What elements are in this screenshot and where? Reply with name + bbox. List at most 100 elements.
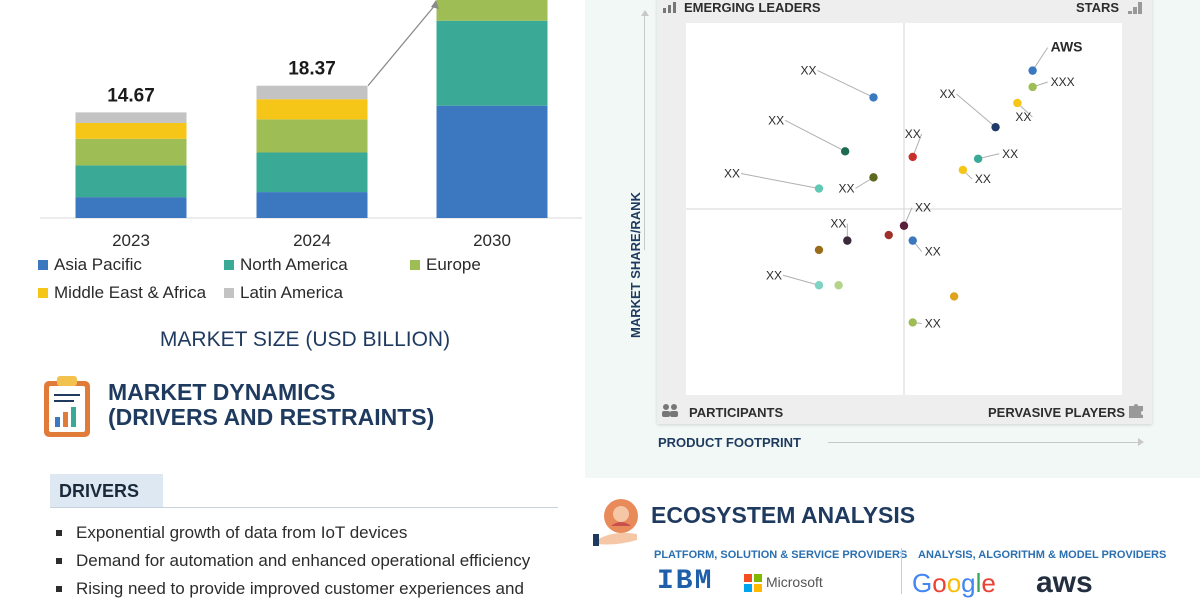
scatter-point-label: XX <box>838 181 854 195</box>
scatter-point-label: XX <box>768 113 784 127</box>
scatter-point <box>869 93 878 102</box>
scatter-point-label: XX <box>925 245 941 259</box>
participants-group-icon <box>662 404 678 417</box>
legend-item-europe: Europe <box>410 255 481 275</box>
scatter-point <box>908 236 917 245</box>
driver-item-text: Rising need to provide improved customer… <box>76 579 524 598</box>
scatter-point <box>908 318 917 327</box>
scatter-point <box>843 236 852 245</box>
ibm-logo: IBM <box>657 566 714 597</box>
legend-item-asia-pacific: Asia Pacific <box>38 255 142 275</box>
scatter-point <box>1028 82 1037 92</box>
legend-swatch-middle-east-africa <box>38 288 48 298</box>
legend-item-north-america: North America <box>224 255 348 275</box>
bar-segment-2030-north-america <box>436 20 548 106</box>
google-letter-o2: o <box>946 568 962 598</box>
scatter-point-label: XX <box>905 127 921 141</box>
x-axis-arrow-icon <box>1138 438 1144 446</box>
bar-segment-2024-asia-pacific <box>256 192 368 218</box>
ecosystem-hand-icon <box>593 499 638 546</box>
quadrant-label-participants: PARTICIPANTS <box>689 405 784 420</box>
y-axis-label: MARKET SHARE/RANK <box>628 192 643 338</box>
legend-label-middle-east-africa: Middle East & Africa <box>54 283 207 302</box>
growth-arrow-icon <box>431 0 439 9</box>
legend-item-middle-east-africa: Middle East & Africa <box>38 283 206 303</box>
scatter-point <box>908 152 917 162</box>
left-panel: 14.67 2023 18.37 2024 2030 Asia Pacific Nort… <box>0 0 585 600</box>
driver-item: Exponential growth of data from IoT devi… <box>56 523 407 543</box>
google-letter-e: e <box>981 568 996 598</box>
provider-group-divider <box>901 548 902 594</box>
scatter-point-label: XX <box>800 63 816 77</box>
puzzle-icon <box>1129 404 1143 418</box>
bar-segment-2030-asia-pacific <box>436 105 548 218</box>
bullet-icon <box>56 530 62 536</box>
legend-swatch-asia-pacific <box>38 260 48 270</box>
scatter-point-label: XX <box>1015 110 1031 124</box>
scatter-point <box>840 147 850 156</box>
bar-segment-2024-north-america <box>256 152 368 193</box>
scatter-point <box>991 122 1000 132</box>
scatter-point <box>869 173 878 182</box>
market-dynamics-title: MARKET DYNAMICS (DRIVERS AND RESTRAINTS) <box>108 380 434 430</box>
bar-segment-2024-europe <box>256 119 368 153</box>
legend-item-latin-america: Latin America <box>224 283 343 303</box>
scatter-point-label: AWS <box>1051 39 1083 55</box>
scatter-point <box>834 281 843 290</box>
google-letter-o1: o <box>932 568 947 598</box>
google-letter-g: G <box>912 568 933 598</box>
driver-item: Demand for automation and enhanced opera… <box>56 551 530 571</box>
quadrant-label-pervasive-players: PERVASIVE PLAYERS <box>988 405 1126 420</box>
provider-group-analysis: ANALYSIS, ALGORITHM & MODEL PROVIDERS <box>918 549 1167 561</box>
microsoft-logo-text: Microsoft <box>766 574 823 590</box>
bar-value-label-2024: 18.37 <box>288 59 336 80</box>
driver-item: Rising need to provide improved customer… <box>56 579 524 599</box>
scatter-point-label: XX <box>975 172 991 186</box>
scatter-point <box>814 281 824 290</box>
bar-category-label-2024: 2024 <box>293 231 331 250</box>
y-axis-arrow-line <box>644 16 645 250</box>
bar-segment-2023-north-america <box>75 165 187 198</box>
bar-segment-2024-middle-east-africa <box>256 99 368 120</box>
bar-segment-2030-europe <box>436 0 548 21</box>
scatter-point <box>973 154 983 163</box>
stairs-icon <box>1128 2 1142 14</box>
drivers-divider <box>50 507 558 508</box>
scatter-point-label: XX <box>915 201 931 215</box>
google-logo: Google <box>912 568 996 599</box>
y-axis-label-holder: MARKET SHARE/RANK <box>578 192 643 338</box>
google-letter-l: l <box>975 568 982 598</box>
microsoft-squares-icon <box>744 574 762 592</box>
quadrant-label-stars: STARS <box>1076 0 1120 15</box>
scatter-point-label: XXX <box>1051 75 1075 89</box>
ecosystem-title: ECOSYSTEM ANALYSIS <box>651 502 916 528</box>
legend-label-latin-america: Latin America <box>240 283 343 302</box>
legend-label-north-america: North America <box>240 255 348 274</box>
bar-segment-2023-asia-pacific <box>75 197 187 218</box>
scatter-point-label: XX <box>766 268 782 282</box>
legend-label-asia-pacific: Asia Pacific <box>54 255 142 274</box>
scatter-point <box>884 230 893 240</box>
scatter-point-label: XX <box>830 217 846 231</box>
y-axis-arrow-icon <box>641 10 649 16</box>
scatter-point-label: XX <box>940 87 956 101</box>
ecosystem-panel: ECOSYSTEM ANALYSIS PLATFORM, SOLUTION & … <box>585 478 1200 600</box>
scatter-leader-line <box>740 173 820 190</box>
bar-category-label-2030: 2030 <box>473 231 511 250</box>
google-letter-g2: g <box>961 568 976 598</box>
legend-label-europe: Europe <box>426 255 481 274</box>
scatter-point <box>958 165 968 175</box>
scatter-point-label: XX <box>724 167 740 181</box>
scatter-point <box>949 292 959 301</box>
scatter-leader-line <box>784 119 846 152</box>
scatter-leader-line <box>1032 47 1049 71</box>
bar-segment-2024-latin-america <box>256 85 368 100</box>
scatter-point <box>814 184 824 193</box>
clipboard-chart-icon <box>44 376 90 437</box>
market-size-axis-label: MARKET SIZE (USD BILLION) <box>159 328 451 351</box>
drivers-label: DRIVERS <box>59 481 140 501</box>
legend-swatch-latin-america <box>224 288 234 298</box>
drivers-tab <box>50 474 163 507</box>
company-evaluation-quadrant-panel: EMERGING LEADERS STARS PARTICIPANTS PERV… <box>585 0 1200 478</box>
